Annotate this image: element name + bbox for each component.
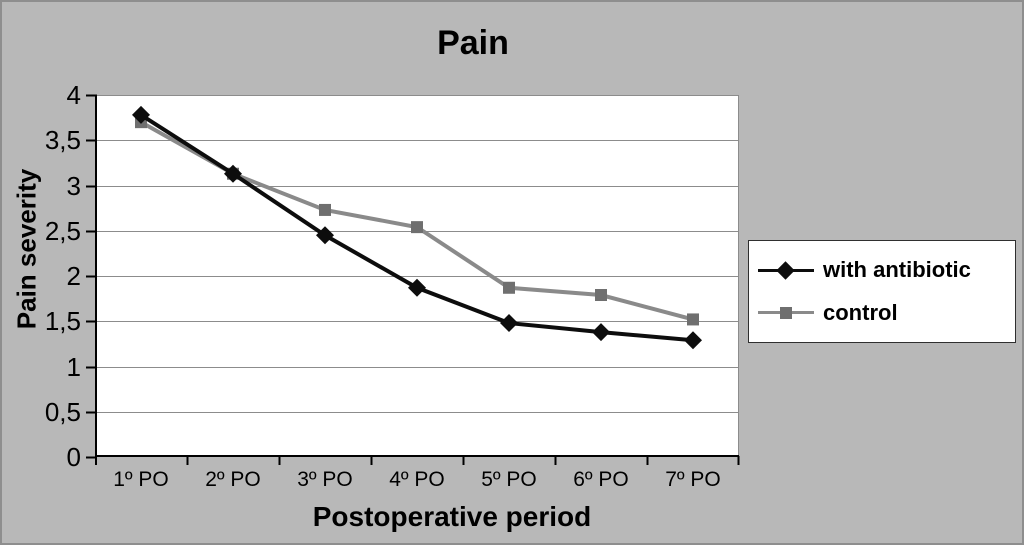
legend-entry-control: control <box>758 300 1015 326</box>
x-tick-label: 3º PO <box>297 468 353 491</box>
control-line-sample <box>758 304 814 321</box>
y-tick-label: 4 <box>66 80 81 110</box>
square-marker-icon <box>503 281 515 294</box>
y-tick-label: 1,5 <box>44 306 81 337</box>
x-tick-label: 7º PO <box>665 468 721 491</box>
square-marker-icon <box>411 221 423 234</box>
y-tick-label: 3,5 <box>44 125 81 156</box>
x-tick-label: 4º PO <box>389 468 445 491</box>
legend-label-control: control <box>823 299 898 325</box>
x-tick-label: 6º PO <box>573 468 629 491</box>
square-marker-icon <box>319 203 331 216</box>
chart-canvas <box>86 94 740 465</box>
x-axis-title: Postoperative period <box>312 501 592 532</box>
square-marker-icon <box>595 289 607 302</box>
diamond-marker-icon <box>316 226 334 245</box>
diamond-marker-icon <box>224 164 242 183</box>
square-marker-icon <box>687 313 699 326</box>
y-tick-label: 2,5 <box>44 215 81 246</box>
x-tick-label: 2º PO <box>205 468 261 491</box>
diamond-marker-icon <box>776 261 795 280</box>
x-tick-label: 1º PO <box>113 468 169 491</box>
diamond-marker-icon <box>684 331 702 350</box>
y-tick-label: 0,5 <box>44 396 81 427</box>
y-tick-label: 2 <box>66 261 81 291</box>
y-tick-label: 1 <box>66 351 81 382</box>
y-tick-label: 0 <box>66 442 81 472</box>
legend: with antibiotic control <box>748 240 1016 343</box>
legend-entry-with-antibiotic: with antibiotic <box>758 257 1015 283</box>
diamond-marker-icon <box>592 323 610 342</box>
x-tick-label: 5º PO <box>481 468 537 491</box>
diamond-marker-icon <box>500 314 518 333</box>
diamond-marker-icon <box>132 105 150 124</box>
chart-title: Pain <box>437 24 509 62</box>
y-tick-label: 3 <box>66 170 81 201</box>
legend-label-with-antibiotic: with antibiotic <box>823 257 971 283</box>
square-marker-icon <box>780 307 792 320</box>
diamond-marker-icon <box>408 278 426 297</box>
antibiotic-line-sample <box>758 261 814 280</box>
